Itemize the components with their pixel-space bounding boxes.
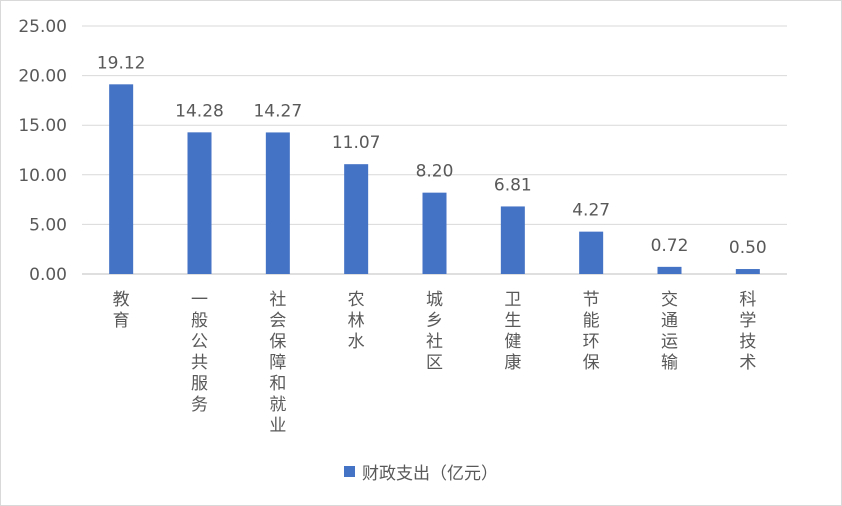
data-label: 0.72: [651, 236, 689, 256]
y-tick-label: 10.00: [18, 166, 67, 186]
y-tick-label: 0.00: [29, 265, 67, 285]
category-label: 社会保障和就业: [269, 290, 286, 436]
bar: [187, 132, 212, 274]
data-label: 4.27: [572, 201, 610, 221]
category-label: 农林水: [348, 290, 365, 352]
data-label: 11.07: [332, 133, 381, 153]
legend-label: 财政支出（亿元）: [362, 463, 498, 484]
bar: [579, 231, 604, 274]
category-label: 一般公共服务: [191, 290, 208, 415]
category-label: 城乡社区: [426, 290, 443, 373]
legend-swatch: [344, 465, 355, 477]
bar: [265, 132, 290, 274]
legend: 财政支出（亿元）: [1, 457, 841, 485]
bar: [344, 164, 369, 274]
bar: [109, 84, 134, 275]
y-tick-label: 5.00: [29, 215, 67, 235]
category-label: 卫生健康: [504, 290, 521, 373]
data-label: 14.27: [253, 101, 302, 121]
y-tick-label: 25.00: [18, 17, 67, 37]
bar: [735, 269, 760, 274]
category-label: 节能环保: [583, 290, 600, 373]
y-tick-label: 20.00: [18, 67, 67, 87]
bar: [657, 266, 682, 274]
data-label: 0.50: [729, 238, 767, 258]
category-label: 交通运输: [661, 290, 678, 373]
data-label: 8.20: [416, 162, 454, 182]
bar: [422, 192, 447, 274]
bar: [500, 206, 525, 274]
data-label: 6.81: [494, 175, 532, 195]
y-tick-label: 15.00: [18, 116, 67, 136]
data-label: 19.12: [97, 53, 146, 73]
category-label: 教育: [113, 290, 130, 331]
category-label: 科学技术: [739, 290, 756, 373]
data-label: 14.28: [175, 101, 224, 121]
